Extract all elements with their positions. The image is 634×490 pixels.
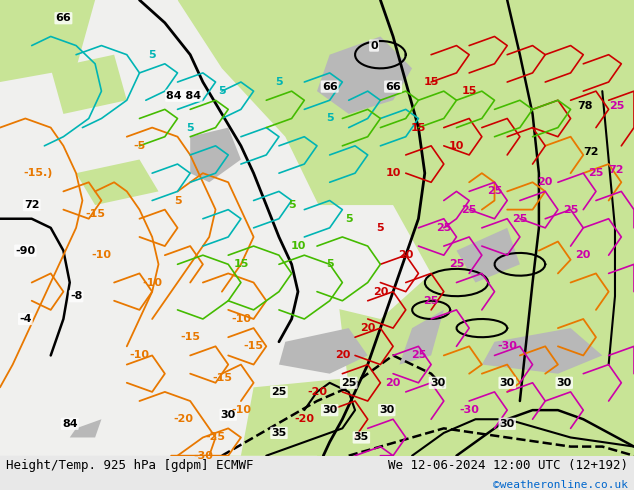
Text: 84 84: 84 84 — [166, 91, 202, 101]
Text: 30: 30 — [557, 378, 572, 388]
Text: 25: 25 — [512, 214, 527, 224]
Text: 0: 0 — [370, 41, 378, 50]
Text: -10: -10 — [142, 277, 162, 288]
Text: -15: -15 — [212, 373, 232, 383]
Text: -15: -15 — [180, 332, 200, 342]
Text: 5: 5 — [275, 77, 283, 87]
Text: -15: -15 — [243, 342, 264, 351]
Text: 30: 30 — [379, 405, 394, 415]
Text: 25: 25 — [588, 168, 604, 178]
Polygon shape — [190, 127, 241, 182]
Text: 25: 25 — [271, 387, 287, 397]
Text: 30: 30 — [322, 405, 337, 415]
Text: -10: -10 — [231, 314, 251, 324]
Text: -30: -30 — [497, 342, 517, 351]
Text: 20: 20 — [373, 287, 388, 296]
Text: 5: 5 — [218, 86, 226, 96]
Text: Height/Temp. 925 hPa [gdpm] ECMWF: Height/Temp. 925 hPa [gdpm] ECMWF — [6, 459, 254, 472]
Text: 25: 25 — [487, 186, 502, 196]
Polygon shape — [51, 55, 127, 114]
Text: -30: -30 — [193, 451, 213, 461]
Text: 20: 20 — [398, 250, 413, 260]
Polygon shape — [0, 0, 95, 82]
Text: 30: 30 — [500, 378, 515, 388]
Text: 25: 25 — [341, 378, 356, 388]
Text: 25: 25 — [609, 101, 624, 111]
Text: 25: 25 — [424, 296, 439, 306]
Text: 5: 5 — [377, 223, 384, 233]
Text: 84: 84 — [62, 419, 77, 429]
Text: -10: -10 — [129, 350, 150, 361]
Text: 5: 5 — [186, 122, 194, 133]
Text: -30: -30 — [459, 405, 479, 415]
Text: -20: -20 — [174, 414, 194, 424]
Text: 66: 66 — [322, 81, 337, 92]
Text: 72: 72 — [24, 200, 39, 210]
Text: -20: -20 — [307, 387, 327, 397]
Polygon shape — [70, 419, 101, 438]
Text: 72: 72 — [583, 147, 598, 157]
Text: 20: 20 — [538, 177, 553, 187]
Text: -15: -15 — [85, 209, 105, 219]
Text: 10: 10 — [290, 241, 306, 251]
Text: 20: 20 — [576, 250, 591, 260]
Text: 20: 20 — [335, 350, 350, 361]
Text: 20: 20 — [385, 378, 401, 388]
Polygon shape — [456, 228, 520, 283]
Text: 15: 15 — [233, 259, 249, 270]
Polygon shape — [76, 160, 158, 205]
Polygon shape — [399, 310, 444, 365]
Text: 5: 5 — [326, 259, 333, 270]
Text: -15.): -15.) — [23, 168, 53, 178]
Polygon shape — [393, 127, 507, 205]
Polygon shape — [0, 0, 349, 456]
Text: 30: 30 — [500, 419, 515, 429]
Text: We 12-06-2024 12:00 UTC (12+192): We 12-06-2024 12:00 UTC (12+192) — [387, 459, 628, 472]
Text: -10: -10 — [91, 250, 112, 260]
Text: 5: 5 — [345, 214, 353, 224]
Text: ©weatheronline.co.uk: ©weatheronline.co.uk — [493, 480, 628, 490]
Polygon shape — [241, 205, 431, 319]
Text: 30: 30 — [221, 410, 236, 420]
Text: 5: 5 — [326, 114, 333, 123]
Text: 15: 15 — [411, 122, 426, 133]
Text: 10: 10 — [449, 141, 464, 151]
Text: 35: 35 — [354, 433, 369, 442]
Polygon shape — [241, 374, 393, 456]
Polygon shape — [279, 328, 368, 374]
Text: -25: -25 — [205, 433, 226, 442]
Text: 78: 78 — [577, 101, 592, 111]
Text: 35: 35 — [271, 428, 287, 438]
Text: 5: 5 — [288, 200, 295, 210]
Text: 15: 15 — [462, 86, 477, 96]
Text: -5: -5 — [133, 141, 146, 151]
Text: 72: 72 — [609, 165, 624, 175]
Text: 25: 25 — [462, 205, 477, 215]
Text: -8: -8 — [70, 291, 82, 301]
Text: 25: 25 — [563, 205, 578, 215]
Text: -4: -4 — [19, 314, 32, 324]
Text: -90: -90 — [15, 245, 36, 256]
Polygon shape — [482, 328, 602, 374]
Text: 15: 15 — [424, 77, 439, 87]
Polygon shape — [317, 36, 412, 114]
Text: -10: -10 — [231, 405, 251, 415]
Text: 25: 25 — [449, 259, 464, 270]
Text: 25: 25 — [436, 223, 451, 233]
Text: 5: 5 — [148, 49, 156, 60]
Text: 66: 66 — [385, 81, 401, 92]
Text: 30: 30 — [430, 378, 445, 388]
Text: 66: 66 — [56, 13, 71, 23]
Text: 5: 5 — [174, 196, 181, 205]
Text: 25: 25 — [411, 350, 426, 361]
Text: 10: 10 — [385, 168, 401, 178]
Polygon shape — [178, 0, 634, 456]
Text: 20: 20 — [360, 323, 375, 333]
Text: -20: -20 — [294, 414, 314, 424]
